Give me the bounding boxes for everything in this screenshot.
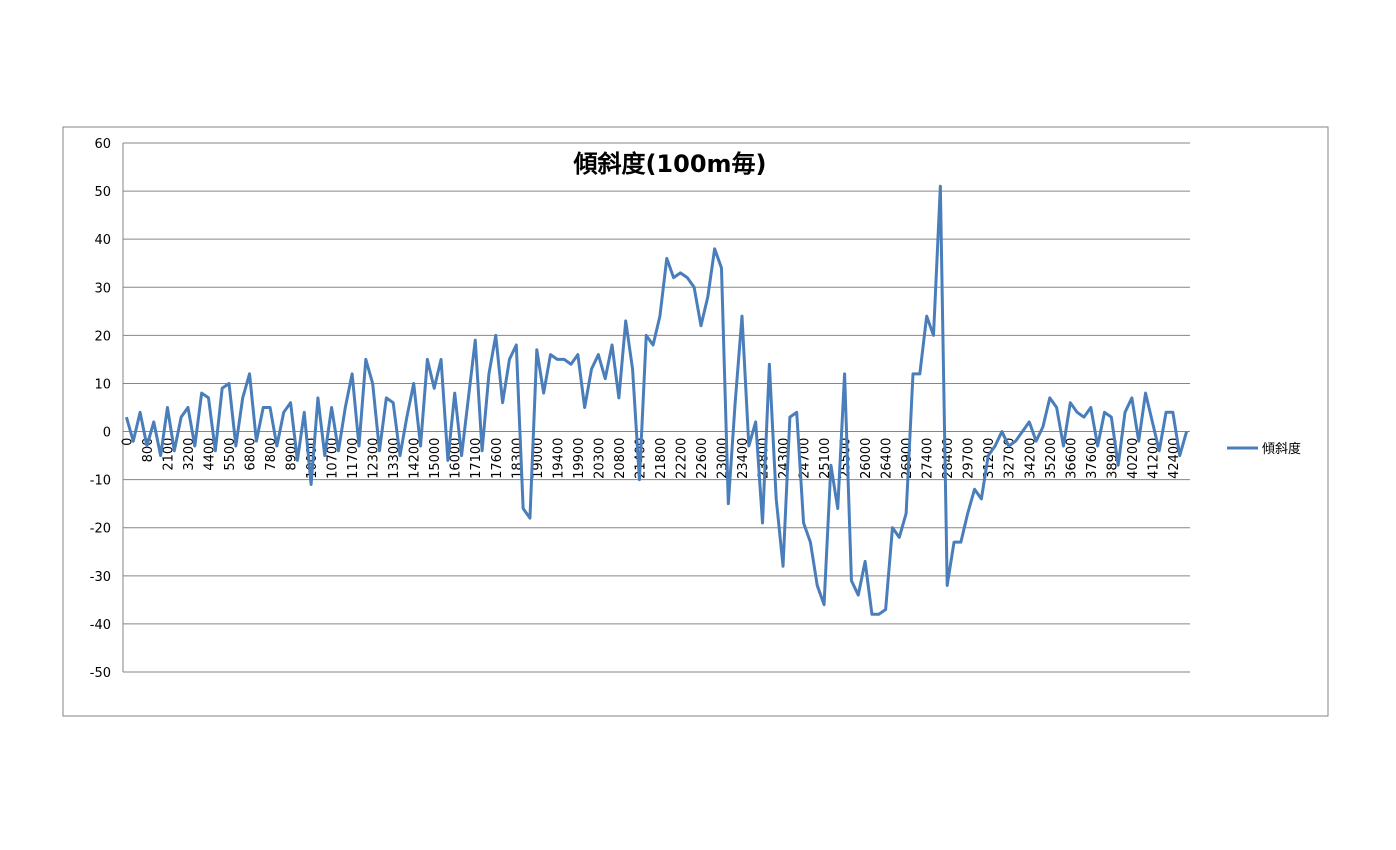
x-tick-label: 37600 <box>1085 438 1100 479</box>
x-tick-label: 42400 <box>1167 438 1182 479</box>
y-tick-label: -40 <box>90 618 111 633</box>
x-tick-label: 15000 <box>428 438 443 479</box>
chart-border <box>62 126 1329 717</box>
x-tick-label: 6800 <box>244 438 259 471</box>
y-tick-label: 50 <box>94 185 111 200</box>
x-tick-label: 800 <box>141 438 156 463</box>
y-tick-label: -30 <box>90 570 111 585</box>
x-tick-label: 17600 <box>490 438 505 479</box>
x-tick-label: 5500 <box>223 438 238 471</box>
x-tick-label: 0 <box>120 438 135 446</box>
x-tick-label: 19400 <box>551 438 566 479</box>
y-tick-label: 60 <box>94 137 111 152</box>
x-tick-label: 14200 <box>408 438 423 479</box>
y-tick-label: 0 <box>103 426 111 441</box>
y-tick-label: -20 <box>90 522 111 537</box>
x-tick-label: 35200 <box>1044 438 1059 479</box>
x-tick-label: 26000 <box>859 438 874 479</box>
x-tick-label: 3200 <box>182 438 197 471</box>
x-tick-label: 7800 <box>264 438 279 471</box>
x-tick-label: 40200 <box>1126 438 1141 479</box>
x-tick-label: 19000 <box>531 438 546 479</box>
x-tick-label: 22600 <box>695 438 710 479</box>
x-tick-label: 23400 <box>736 438 751 479</box>
y-tick-label: 40 <box>94 233 111 248</box>
x-tick-label: 26400 <box>880 438 895 479</box>
legend-label: 傾斜度 <box>1262 441 1301 457</box>
y-tick-label: 30 <box>94 281 111 296</box>
x-tick-label: 36600 <box>1064 438 1079 479</box>
x-tick-label: 20800 <box>613 438 628 479</box>
chart-title: 傾斜度(100m毎) <box>572 150 766 178</box>
x-tick-label: 11700 <box>346 438 361 479</box>
x-tick-label: 34200 <box>1023 438 1038 479</box>
x-tick-label: 29700 <box>962 438 977 479</box>
x-tick-label: 19900 <box>572 438 587 479</box>
x-tick-label: 20300 <box>592 438 607 479</box>
x-tick-label: 32700 <box>1003 438 1018 479</box>
y-tick-label: -50 <box>90 666 111 681</box>
x-tick-label: 27400 <box>921 438 936 479</box>
y-tick-label: 10 <box>94 377 111 392</box>
x-tick-label: 21800 <box>654 438 669 479</box>
data-line <box>124 184 1189 616</box>
y-tick-label: 20 <box>94 329 111 344</box>
x-tick-label: 22200 <box>674 438 689 479</box>
y-tick-label: -10 <box>90 474 111 489</box>
